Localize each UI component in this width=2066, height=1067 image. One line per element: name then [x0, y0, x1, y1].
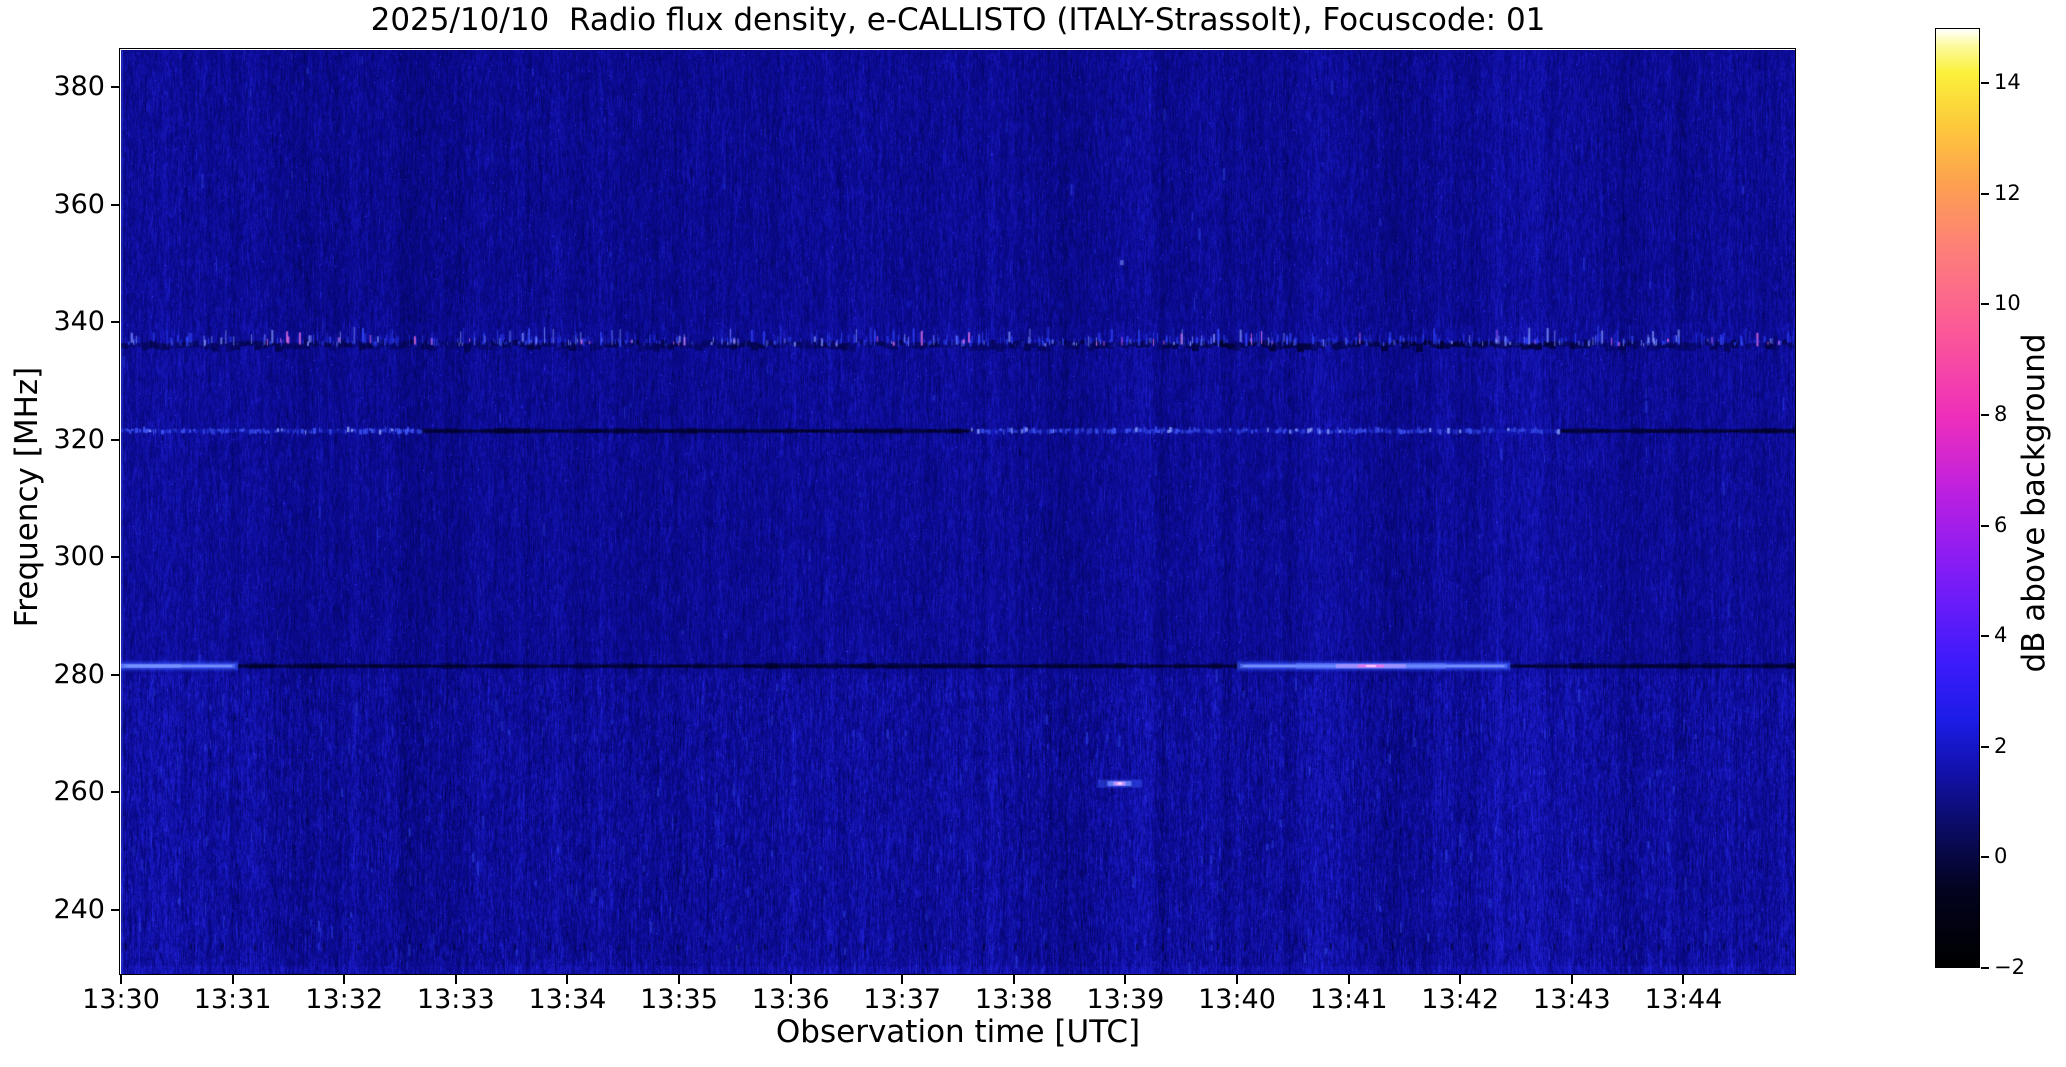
colorbar-tick-label: 0: [1994, 844, 2008, 869]
x-tick-mark: [566, 975, 569, 984]
x-tick-label: 13:41: [1309, 984, 1388, 1015]
y-tick-mark: [111, 908, 120, 911]
x-tick-mark: [1459, 975, 1462, 984]
colorbar-tick-mark: [1981, 967, 1989, 969]
y-tick-label: 320: [53, 423, 105, 455]
colorbar-tick-label: 8: [1994, 402, 2008, 427]
colorbar-tick-mark: [1981, 856, 1989, 859]
colorbar-tick-mark: [1981, 745, 1989, 748]
colorbar-tick-mark: [1981, 635, 1989, 638]
x-tick-mark: [1012, 975, 1015, 984]
y-tick-label: 260: [53, 776, 105, 808]
x-tick-label: 13:38: [974, 984, 1053, 1015]
x-tick-label: 13:33: [416, 984, 495, 1015]
x-tick-label: 13:35: [640, 984, 718, 1015]
colorbar-tick-label: 2: [1994, 733, 2008, 758]
y-tick-mark: [111, 86, 120, 89]
y-tick-label: 300: [53, 541, 105, 573]
colorbar-tick-label: 4: [1994, 623, 2008, 648]
x-tick-label: 13:36: [751, 984, 830, 1015]
colorbar-tick-mark: [1981, 82, 1989, 85]
y-tick-mark: [111, 321, 120, 324]
y-tick-label: 360: [53, 188, 105, 220]
x-tick-label: 13:42: [1421, 984, 1500, 1015]
x-tick-mark: [120, 975, 122, 984]
x-tick-label: 13:40: [1198, 984, 1276, 1015]
y-tick-mark: [111, 438, 120, 441]
x-tick-label: 13:30: [82, 984, 160, 1015]
x-tick-mark: [789, 975, 792, 984]
y-tick-label: 380: [53, 71, 105, 103]
x-axis-label: Observation time [UTC]: [775, 1014, 1141, 1050]
x-tick-mark: [231, 975, 234, 984]
colorbar-tick-label: 10: [1994, 291, 2021, 316]
y-tick-mark: [111, 791, 120, 794]
x-tick-mark: [1347, 975, 1350, 984]
x-tick-label: 13:32: [305, 984, 384, 1015]
x-tick-label: 13:34: [528, 984, 607, 1015]
y-tick-mark: [111, 556, 120, 559]
x-tick-label: 13:44: [1644, 984, 1723, 1015]
colorbar-tick-label: 12: [1994, 180, 2021, 205]
colorbar: [1935, 28, 1980, 968]
y-tick-label: 240: [53, 893, 105, 925]
x-tick-label: 13:31: [193, 984, 272, 1015]
x-tick-mark: [901, 975, 904, 984]
spectrogram-image: [121, 50, 1795, 974]
colorbar-tick-label: −2: [1994, 955, 2025, 979]
x-tick-label: 13:39: [1086, 984, 1165, 1015]
colorbar-tick-mark: [1981, 192, 1989, 195]
y-tick-mark: [111, 203, 120, 206]
x-tick-label: 13:43: [1532, 984, 1611, 1015]
colorbar-tick-mark: [1981, 524, 1989, 527]
colorbar-tick-mark: [1981, 414, 1989, 417]
x-tick-mark: [454, 975, 457, 984]
y-tick-label: 280: [53, 658, 105, 690]
y-tick-mark: [111, 673, 120, 676]
colorbar-tick-label: 6: [1994, 512, 2008, 537]
colorbar-tick-mark: [1981, 303, 1989, 306]
x-tick-mark: [343, 975, 346, 984]
x-tick-mark: [678, 975, 680, 984]
y-axis-label: Frequency [MHz]: [9, 366, 45, 628]
x-tick-mark: [1682, 975, 1685, 984]
x-tick-mark: [1236, 975, 1238, 984]
y-tick-label: 340: [53, 306, 105, 338]
x-tick-mark: [1124, 975, 1127, 984]
x-tick-mark: [1570, 975, 1573, 984]
colorbar-tick-label: 14: [1994, 70, 2021, 95]
x-tick-label: 13:37: [863, 984, 942, 1015]
colorbar-label: dB above background: [2016, 333, 2052, 673]
chart-title: 2025/10/10 Radio flux density, e-CALLIST…: [370, 2, 1546, 38]
